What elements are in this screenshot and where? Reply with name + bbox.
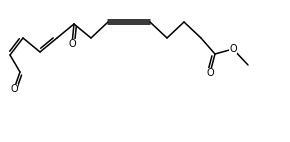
- Text: O: O: [68, 39, 76, 49]
- Text: O: O: [229, 44, 237, 54]
- Text: O: O: [10, 84, 18, 94]
- Text: O: O: [206, 68, 214, 78]
